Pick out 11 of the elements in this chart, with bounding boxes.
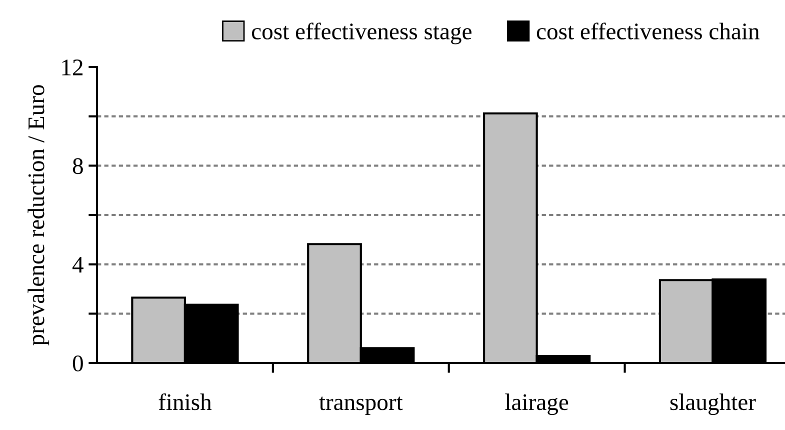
y-tick-label: 8: [72, 158, 83, 174]
x-tick-label: slaughter: [670, 394, 756, 416]
y-axis-title: prevalence reduction / Euro: [28, 85, 50, 346]
x-tick-label: transport: [319, 396, 403, 415]
y-tick-label: 0: [72, 355, 83, 372]
y-tick-label: 4: [72, 256, 84, 273]
x-tick-label: lairage: [505, 394, 568, 416]
legend-label: cost effectiveness stage: [252, 22, 472, 44]
x-tick-label: finish: [158, 393, 212, 410]
legend-label: cost effectiveness chain: [536, 22, 760, 40]
y-tick-label: 12: [62, 60, 83, 76]
